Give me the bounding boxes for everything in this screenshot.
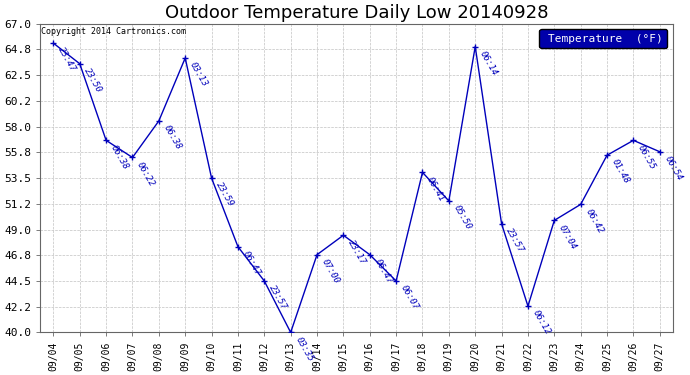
Text: 23:59: 23:59 xyxy=(215,181,235,209)
Text: 03:35: 03:35 xyxy=(293,335,315,363)
Text: 06:54: 06:54 xyxy=(662,154,684,182)
Text: 06:47: 06:47 xyxy=(373,258,394,285)
Text: 06:07: 06:07 xyxy=(399,284,420,312)
Text: 05:50: 05:50 xyxy=(452,204,473,231)
Legend: Temperature  (°F): Temperature (°F) xyxy=(540,29,667,48)
Text: 06:12: 06:12 xyxy=(531,309,552,337)
Text: 03:13: 03:13 xyxy=(188,61,209,88)
Text: 06:38: 06:38 xyxy=(109,143,130,171)
Title: Outdoor Temperature Daily Low 20140928: Outdoor Temperature Daily Low 20140928 xyxy=(165,4,549,22)
Text: 01:48: 01:48 xyxy=(610,158,631,186)
Text: 23:17: 23:17 xyxy=(346,238,367,266)
Text: 07:04: 07:04 xyxy=(557,223,578,251)
Text: 23:57: 23:57 xyxy=(504,226,526,254)
Text: 23:50: 23:50 xyxy=(83,66,104,94)
Text: 06:42: 06:42 xyxy=(584,207,604,235)
Text: 07:00: 07:00 xyxy=(319,258,341,285)
Text: Copyright 2014 Cartronics.com: Copyright 2014 Cartronics.com xyxy=(41,27,186,36)
Text: 23:47: 23:47 xyxy=(56,46,77,74)
Text: 06:22: 06:22 xyxy=(135,160,157,188)
Text: 23:57: 23:57 xyxy=(267,284,288,312)
Text: 06:55: 06:55 xyxy=(636,143,658,171)
Text: 06:38: 06:38 xyxy=(161,124,183,152)
Text: 06:41: 06:41 xyxy=(425,175,446,203)
Text: 06:47: 06:47 xyxy=(241,249,262,277)
Text: 06:14: 06:14 xyxy=(478,50,500,77)
